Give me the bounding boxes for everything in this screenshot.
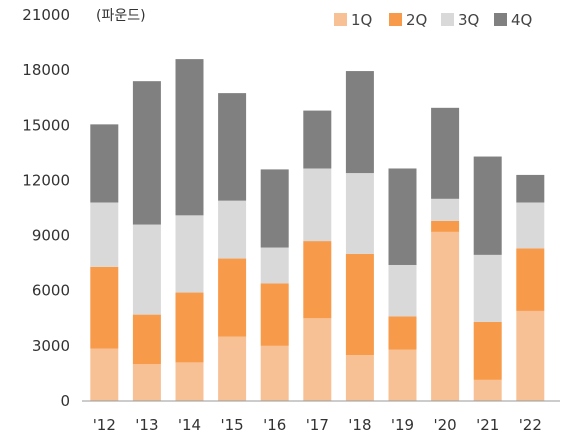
- bar-segment-1q-6: [345, 355, 374, 401]
- bar-segment-4q-3: [218, 93, 247, 201]
- y-tick-label: 0: [60, 392, 70, 410]
- legend-label-1q: 1Q: [351, 11, 372, 29]
- bar-segment-4q-9: [473, 156, 502, 255]
- bar-segment-1q-5: [303, 318, 332, 401]
- bar-segment-2q-4: [260, 283, 289, 346]
- x-tick-label: '12: [93, 416, 116, 434]
- legend-swatch-1q: [334, 13, 347, 26]
- bar-segment-4q-8: [431, 107, 460, 199]
- bar-segment-3q-9: [473, 254, 502, 322]
- bar-segment-2q-0: [90, 266, 119, 349]
- legend-swatch-2q: [389, 13, 402, 26]
- bar-segment-2q-5: [303, 241, 332, 319]
- x-tick-label: '15: [220, 416, 243, 434]
- legend-label-2q: 2Q: [406, 11, 427, 29]
- bar-segment-2q-2: [175, 292, 204, 363]
- bar-segment-1q-0: [90, 348, 119, 401]
- bar-segment-3q-1: [132, 224, 161, 315]
- y-tick-label: 9000: [32, 227, 70, 245]
- unit-label: (파운드): [96, 8, 146, 24]
- y-tick-label: 3000: [32, 337, 70, 355]
- bar-segment-3q-5: [303, 168, 332, 242]
- bar-segment-4q-2: [175, 59, 204, 216]
- bar-segment-4q-6: [345, 71, 374, 174]
- bar-segment-2q-9: [473, 321, 502, 380]
- bar-segment-3q-0: [90, 202, 119, 267]
- x-tick-label: '16: [263, 416, 286, 434]
- x-tick-label: '20: [433, 416, 456, 434]
- x-tick-label: '19: [391, 416, 414, 434]
- y-axis: 0 3000 6000 9000 12000 15000 18000 21000: [22, 6, 70, 410]
- bar-segment-4q-5: [303, 110, 332, 169]
- y-tick-label: 12000: [22, 171, 70, 189]
- bars: [90, 59, 545, 401]
- bar-segment-3q-3: [218, 200, 247, 259]
- legend: 1Q 2Q 3Q 4Q: [334, 11, 532, 29]
- bar-segment-1q-10: [516, 310, 545, 401]
- bar-segment-2q-6: [345, 253, 374, 356]
- x-axis: '12 '13 '14 '15 '16 '17 '18 '19 '20 '21 '22: [82, 400, 560, 434]
- bar-segment-2q-3: [218, 258, 247, 337]
- x-tick-label: '21: [476, 416, 499, 434]
- bar-segment-2q-8: [431, 220, 460, 232]
- y-tick-label: 18000: [22, 61, 70, 79]
- bar-segment-1q-4: [260, 345, 289, 401]
- y-tick-label: 21000: [22, 6, 70, 24]
- legend-label-3q: 3Q: [458, 11, 479, 29]
- bar-segment-1q-1: [132, 364, 161, 401]
- bar-segment-4q-10: [516, 174, 545, 203]
- x-tick-label: '22: [519, 416, 542, 434]
- bar-segment-2q-7: [388, 316, 417, 350]
- bar-segment-4q-0: [90, 124, 119, 203]
- legend-swatch-3q: [441, 13, 454, 26]
- bar-segment-1q-9: [473, 379, 502, 401]
- x-tick-label: '18: [348, 416, 371, 434]
- bar-segment-1q-3: [218, 336, 247, 401]
- bar-segment-3q-6: [345, 173, 374, 254]
- legend-swatch-4q: [494, 13, 507, 26]
- x-tick-label: '17: [306, 416, 329, 434]
- bar-segment-1q-8: [431, 231, 460, 401]
- x-tick-label: '14: [178, 416, 201, 434]
- bar-segment-3q-2: [175, 215, 204, 293]
- bar-segment-4q-4: [260, 169, 289, 248]
- bar-segment-4q-1: [132, 81, 161, 225]
- legend-label-4q: 4Q: [511, 11, 532, 29]
- bar-segment-3q-4: [260, 247, 289, 284]
- bar-segment-1q-7: [388, 349, 417, 401]
- bar-segment-3q-10: [516, 202, 545, 249]
- x-tick-label: '13: [135, 416, 158, 434]
- bar-segment-4q-7: [388, 168, 417, 265]
- y-tick-label: 15000: [22, 116, 70, 134]
- bar-segment-3q-8: [431, 198, 460, 221]
- bar-segment-2q-10: [516, 248, 545, 311]
- bar-segment-2q-1: [132, 314, 161, 365]
- bar-segment-3q-7: [388, 264, 417, 317]
- y-tick-label: 6000: [32, 282, 70, 300]
- bar-segment-1q-2: [175, 362, 204, 401]
